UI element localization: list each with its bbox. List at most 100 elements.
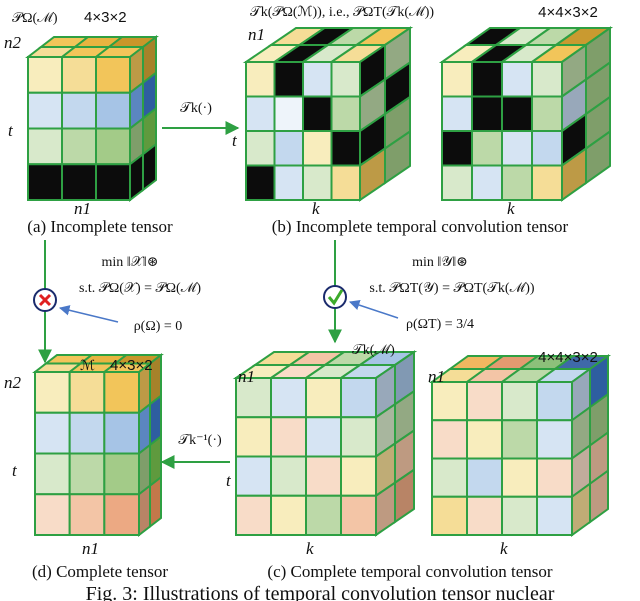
cube-front-cell: [273, 130, 304, 167]
cube-front-cell: [531, 95, 563, 132]
cube-front-cell: [245, 130, 276, 167]
cube-front-cell: [531, 130, 563, 167]
tensor-size: 4×3×2: [84, 9, 127, 26]
cube-front-cell: [273, 61, 304, 98]
tensor-size: 4×3×2: [110, 357, 153, 374]
cube-front-cell: [431, 457, 468, 498]
cube-front-cell: [466, 381, 503, 422]
axis-label: k: [500, 539, 508, 558]
axis-label: n2: [4, 373, 22, 392]
cube-front-cell: [103, 411, 141, 455]
cube-front-cell: [536, 457, 573, 498]
cube-front-cell: [273, 95, 304, 132]
cube-front-cell: [471, 61, 503, 98]
cube-front-cell: [302, 61, 333, 98]
axis-label: n1: [74, 199, 91, 218]
cube-front-cell: [34, 493, 71, 536]
cube-front-cell: [95, 56, 131, 94]
cube-front-cell: [61, 163, 97, 201]
cube-front-cell: [340, 416, 377, 458]
cube-side-cell: [394, 467, 415, 524]
cube-front-cell: [34, 411, 71, 455]
cube-front-cell: [501, 164, 533, 201]
cube-front-cell: [531, 61, 563, 98]
cube-front-cell: [68, 411, 106, 455]
cube-front-cell: [103, 371, 141, 414]
cube-front-cell: [27, 127, 63, 166]
axis-label: k: [306, 539, 314, 558]
cube-front-cell: [330, 61, 361, 98]
cube-side-cell: [142, 142, 157, 193]
cube-front-cell: [466, 495, 503, 536]
cube-front-cell: [441, 95, 473, 132]
cube-front-cell: [34, 371, 71, 414]
cube-front-cell: [245, 164, 276, 201]
cube-front-cell: [340, 377, 377, 419]
cube-front-cell: [270, 416, 307, 458]
cube-front-cell: [270, 377, 307, 419]
cube-front-cell: [305, 377, 342, 419]
cube-front-cell: [305, 416, 342, 458]
cube-front-cell: [68, 371, 106, 414]
result-label: 𝒯k(ℳ): [352, 343, 395, 358]
cube-front-cell: [235, 494, 272, 536]
cube-side-cell: [589, 468, 609, 524]
caption: (c) Complete temporal convolution tensor: [267, 562, 552, 581]
cube-front-cell: [34, 452, 71, 496]
cube-front-cell: [466, 419, 503, 460]
cube-front-cell: [27, 163, 63, 201]
cube-front-cell: [471, 164, 503, 201]
caption: (b) Incomplete temporal convolution tens…: [272, 217, 569, 236]
cube-front-cell: [531, 164, 563, 201]
tensor-label: 𝒯k(𝒫Ω(ℳ)), i.e., 𝒫ΩT(𝒯k(ℳ)): [250, 5, 434, 20]
cube-front-cell: [431, 381, 468, 422]
axis-label: n1: [82, 539, 99, 558]
axis-label: k: [507, 199, 515, 218]
cube-front-cell: [245, 61, 276, 98]
cube-front-cell: [273, 164, 304, 201]
axis-label: t: [8, 121, 14, 140]
axis-label: t: [12, 461, 18, 480]
constraint: s.t. 𝒫ΩT(𝒴) = 𝒫ΩT(𝒯k(ℳ)): [369, 281, 535, 296]
cube-front-cell: [536, 381, 573, 422]
sampling-rate: ρ(ΩT) = 3/4: [406, 317, 474, 332]
constraint: s.t. 𝒫Ω(𝒳) = 𝒫Ω(ℳ): [79, 281, 201, 296]
cube-front-cell: [330, 95, 361, 132]
cube-front-cell: [235, 455, 272, 497]
axis-label: t: [232, 131, 238, 150]
cube-front-cell: [103, 452, 141, 496]
caption: (d) Complete tensor: [32, 562, 168, 581]
cube-front-cell: [441, 164, 473, 201]
tensor-cubes: [25, 26, 614, 538]
cube-front-cell: [501, 130, 533, 167]
cube-front-cell: [305, 494, 342, 536]
cube-front-cell: [61, 127, 97, 166]
pointer-arrow: [58, 305, 119, 323]
caption: (a) Incomplete tensor: [27, 217, 173, 236]
objective: min ‖𝒳‖⊛: [102, 255, 159, 270]
cube-front-cell: [270, 494, 307, 536]
cube-front-cell: [501, 419, 538, 460]
cube-front-cell: [431, 495, 468, 536]
tensor-size: 4×4×3×2: [538, 349, 598, 366]
cube-front-cell: [501, 381, 538, 422]
cube-front-cell: [501, 95, 533, 132]
cube-front-cell: [95, 163, 131, 201]
cube-front-cell: [95, 91, 131, 130]
cube-front-cell: [305, 455, 342, 497]
cube-front-cell: [68, 452, 106, 496]
cube-front-cell: [302, 130, 333, 167]
cube-front-cell: [270, 455, 307, 497]
cube-front-cell: [536, 419, 573, 460]
cube-front-cell: [431, 419, 468, 460]
cube-front-cell: [340, 455, 377, 497]
cube-front-cell: [501, 61, 533, 98]
axis-label: t: [226, 471, 232, 490]
cube-front-cell: [95, 127, 131, 166]
axis-label: n1: [238, 367, 255, 386]
cube-front-cell: [340, 494, 377, 536]
cube-front-cell: [441, 61, 473, 98]
cube-front-cell: [235, 416, 272, 458]
cube-front-cell: [61, 56, 97, 94]
